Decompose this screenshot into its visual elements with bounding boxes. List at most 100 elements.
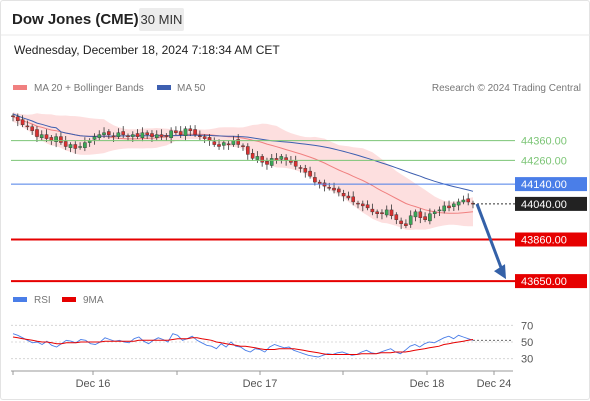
candle-body [265,160,269,165]
level-label: 43650.00 [521,276,567,288]
candle-body [236,139,241,145]
main-plot [11,111,475,230]
candle-body [245,146,250,155]
candle-body [384,209,389,216]
candle-body [337,188,341,193]
candle-body [332,187,336,191]
level-label: 43860.00 [521,235,567,247]
candle-body [183,128,188,136]
candle-body [231,140,236,145]
candle-body [59,136,63,143]
x-axis: Dec 16 Dec 17 Dec 18 Dec 24 [12,371,512,390]
level-label: 44260.00 [521,155,567,167]
candle-body [241,145,245,147]
candle-body [145,132,150,135]
candle-body [202,136,207,139]
candle-body [164,135,169,137]
candle-body [130,134,135,137]
candle-body [346,195,351,199]
candle-body [83,142,87,148]
candle-body [54,136,58,142]
candle-body [375,211,380,215]
candle-body [327,187,332,189]
x-tick-label: Dec 17 [243,378,278,390]
candle-body [442,205,447,212]
candle-body [351,196,356,203]
candle-body [30,126,35,131]
candle-body [221,142,226,146]
candle-body [399,220,403,224]
candle-body [428,213,432,222]
candle-body [188,128,193,131]
candle-body [365,204,370,209]
candle-body [447,205,451,209]
forecast-arrow-head [494,264,506,280]
candle-body [404,223,408,226]
candle-body [408,215,413,225]
candle-body [413,211,418,218]
x-tick-label: Dec 18 [410,378,445,390]
rsi-ma-legend-swatch [62,297,76,302]
candle-body [140,132,145,138]
level-tag-43860.00 [515,232,587,247]
candle-body [20,119,25,125]
candle-body [121,131,125,135]
timestamp: Wednesday, December 18, 2024 7:18:34 AM … [14,43,280,57]
rsi-legend-label: RSI [34,295,51,306]
candle-body [154,134,159,139]
candle-body [212,141,217,145]
candle-body [135,133,140,137]
candle-body [126,135,130,138]
candle-body [313,177,317,183]
rsi-plot: 70 50 30 [11,320,533,366]
rsi-ma-line [12,336,474,355]
candle-body [394,214,399,220]
candle-body [39,134,44,139]
candle-body [456,201,461,206]
candle-body [452,203,456,207]
candle-body [269,158,274,166]
candle-body [361,203,365,207]
candle-body [92,136,97,140]
candle-body [102,132,106,135]
timeframe-button[interactable]: 30 MIN [139,8,184,31]
level-label: 44360.00 [521,136,567,148]
candle-body [303,168,308,173]
candle-body [111,135,116,138]
ma50-line [12,113,474,192]
level-label: 44140.00 [521,179,567,191]
ma50-legend-label: MA 50 [177,83,206,94]
candle-body [159,134,164,137]
candle-body [44,134,49,139]
rsi-line [12,333,474,358]
rsi-legend-swatch [13,297,27,302]
candle-body [389,209,394,216]
candle-body [341,192,346,197]
candle-body [116,132,121,137]
candle-body [418,211,423,218]
candle-body [226,143,231,146]
level-tag-44140.00 [515,177,587,192]
candle-body [461,199,466,203]
candle-body [380,212,384,215]
candle-body [25,125,30,128]
candle-body [432,211,437,215]
candle-body [78,146,82,148]
candle-body [466,198,471,203]
candle-body [97,134,102,139]
candle-body [68,144,73,148]
candle-body [150,133,154,137]
forecast-arrow-shaft [475,203,504,271]
ma20-legend-label: MA 20 + Bollinger Bands [34,83,144,94]
candle-body [308,170,312,177]
x-tick-label: Dec 16 [76,378,111,390]
candle-body [250,153,255,159]
candle-body [437,209,442,212]
candle-body [255,156,260,160]
candle-body [298,167,303,169]
candle-body [73,144,78,149]
x-tick-label: Dec 24 [477,378,512,390]
research-credit: Research © 2024 Trading Central [432,83,581,94]
candle-body [423,216,427,221]
